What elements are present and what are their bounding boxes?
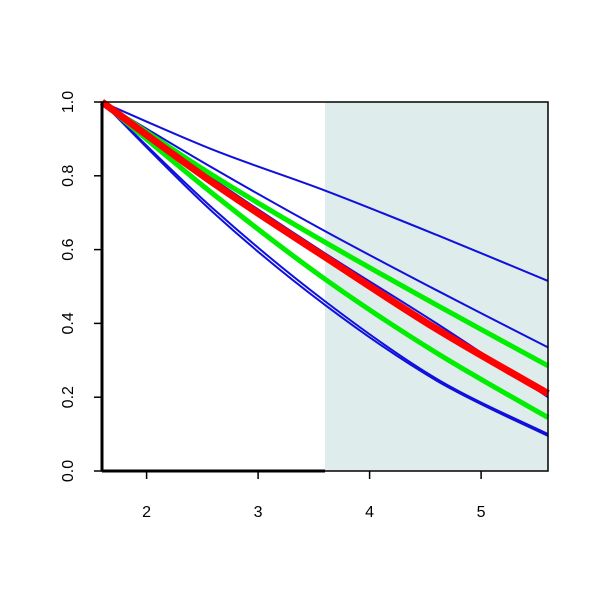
x-tick-label: 4 bbox=[365, 504, 374, 521]
x-tick-label: 3 bbox=[254, 504, 263, 521]
series-line-6 bbox=[100, 99, 550, 369]
y-tick-label: 0.0 bbox=[60, 460, 77, 482]
series-line-7 bbox=[100, 100, 550, 420]
x-tick-label: 5 bbox=[477, 504, 486, 521]
x-tick-label: 2 bbox=[142, 504, 151, 521]
x-axis-ticks: 2 3 4 5 bbox=[142, 471, 486, 521]
series-layer bbox=[99, 99, 550, 437]
series-line-2 bbox=[101, 101, 549, 349]
y-tick-label: 0.4 bbox=[60, 312, 77, 334]
y-tick-label: 0.6 bbox=[60, 238, 77, 260]
y-axis-ticks: 0.0 0.2 0.4 0.6 0.8 1.0 bbox=[60, 91, 102, 482]
shaded-region bbox=[325, 102, 548, 471]
series-line-5 bbox=[101, 101, 549, 437]
y-tick-label: 0.2 bbox=[60, 386, 77, 408]
series-line-1 bbox=[101, 101, 549, 282]
series-line-4 bbox=[101, 101, 549, 435]
y-tick-label: 1.0 bbox=[60, 91, 77, 113]
series-line-8 bbox=[99, 99, 550, 397]
y-tick-label: 0.8 bbox=[60, 165, 77, 187]
